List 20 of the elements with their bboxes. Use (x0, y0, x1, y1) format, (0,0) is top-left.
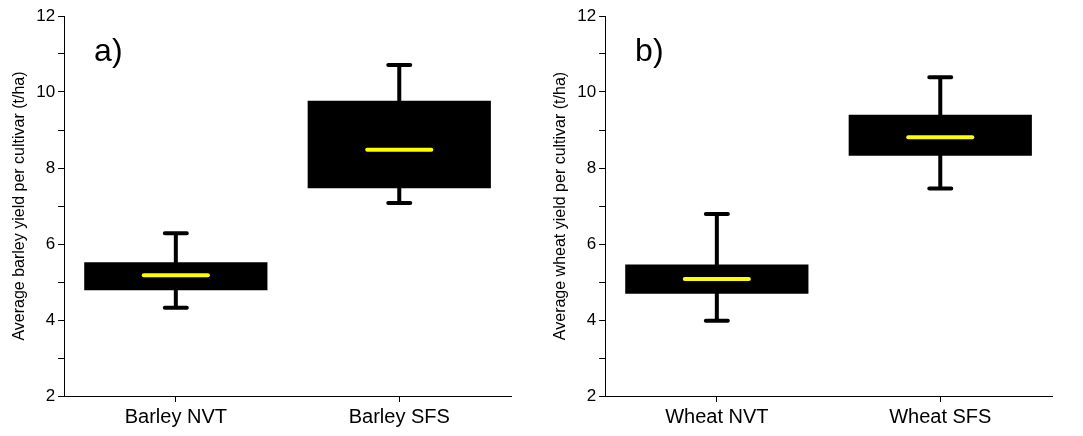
y-axis-title: Average wheat yield per cultivar (t/ha) (551, 71, 569, 341)
y-tick-label: 6 (586, 233, 597, 253)
y-tick-label: 4 (586, 309, 597, 329)
y-axis-title: Average barley yield per cultivar (t/ha) (10, 71, 28, 341)
x-tick-label: Barley NVT (124, 404, 227, 427)
annotation: b) (635, 31, 664, 68)
x-tick-label: Wheat SFS (889, 404, 992, 427)
y-tick-label: 12 (577, 5, 597, 25)
x-tick-label: Barley SFS (348, 404, 450, 427)
x-tick-label: Wheat NVT (665, 404, 769, 427)
y-tick-label: 12 (36, 5, 56, 25)
y-tick-label: 10 (36, 81, 56, 101)
y-tick-label: 8 (586, 157, 597, 177)
annotation: a) (94, 31, 123, 68)
y-tick-label: 2 (586, 385, 597, 405)
y-tick-label: 4 (45, 309, 56, 329)
y-tick-label: 10 (577, 81, 597, 101)
y-tick-label: 2 (45, 385, 56, 405)
y-tick-label: 6 (45, 233, 56, 253)
y-tick-label: 8 (45, 157, 56, 177)
